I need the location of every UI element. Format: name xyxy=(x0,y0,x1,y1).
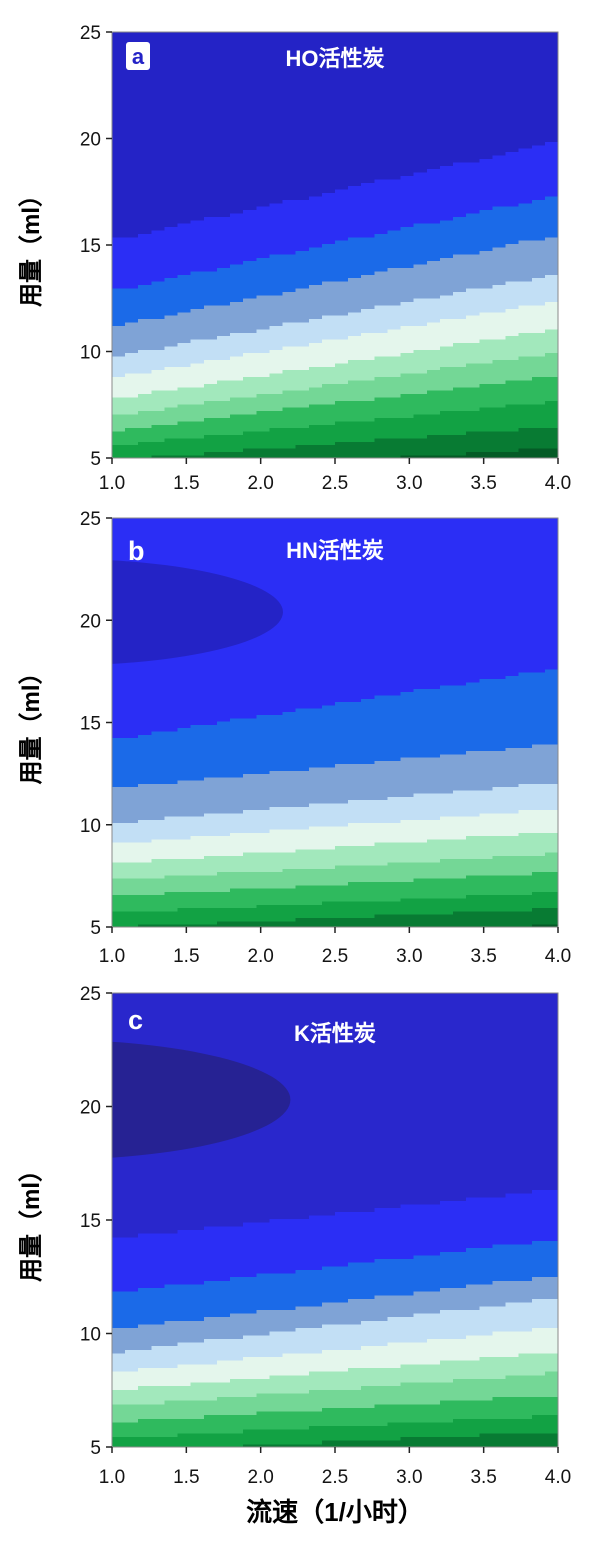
contour-bands xyxy=(112,993,558,1447)
contour-band-level-5 xyxy=(112,298,558,398)
contour-bands xyxy=(112,32,558,458)
x-tick-label: 4.0 xyxy=(545,946,571,967)
contour-band-level-6 xyxy=(112,1353,558,1405)
y-tick-label: 25 xyxy=(80,509,101,530)
contour-band-level-1 xyxy=(112,141,558,289)
contour-band-level-3 xyxy=(112,1273,558,1354)
contour-band-level-2 xyxy=(112,1237,558,1329)
x-tick-label: 3.0 xyxy=(396,1467,422,1488)
x-tick-label: 1.5 xyxy=(173,473,199,494)
contour-band-level-7 xyxy=(112,1371,558,1423)
y-tick-label: 15 xyxy=(80,236,101,257)
y-tick-label: 20 xyxy=(80,130,101,151)
y-tick-label: 25 xyxy=(80,985,101,1005)
contour-band-level-2 xyxy=(112,741,558,824)
y-tick-label: 15 xyxy=(80,714,101,735)
contour-band-level-1 xyxy=(112,666,558,788)
panel-letter-badge xyxy=(126,42,150,70)
contour-band-level-7 xyxy=(112,872,558,912)
panel-c-chart: 1.0 1.5 2.0 2.5 3.0 3.5 4.0 25 20 15 10 5 K活性炭 c 用量（ml… xyxy=(18,985,571,1488)
contour-band-level-1 xyxy=(112,1190,558,1292)
x-tick-label: 2.0 xyxy=(247,1467,273,1488)
contour-band-level-8 xyxy=(112,373,558,446)
panel-b-chart: 1.0 1.5 2.0 2.5 3.0 3.5 4.0 25 20 15 10 5 HN活性炭 b 用量（m… xyxy=(18,509,571,967)
x-tick-label: 1.5 xyxy=(173,946,199,967)
contour-band-level-3 xyxy=(112,233,558,357)
contour-band-level-9 xyxy=(112,1415,558,1447)
contour-band-level-11 xyxy=(400,448,558,458)
contour-band-level-5 xyxy=(112,829,558,879)
x-tick-label: 1.0 xyxy=(99,1467,125,1488)
contour-band-level-10 xyxy=(243,1429,558,1447)
panel-title: K活性炭 xyxy=(294,1021,376,1046)
contour-band-level-7 xyxy=(112,349,558,432)
x-tick-label: 3.5 xyxy=(470,1467,496,1488)
contour-band-level-6 xyxy=(112,852,558,896)
contour-band-level-10 xyxy=(531,924,558,927)
contour-band-level-8 xyxy=(112,891,558,927)
contour-band-level-4 xyxy=(112,806,558,863)
x-tick-label: 3.5 xyxy=(470,473,496,494)
contour-band-level-4 xyxy=(112,1295,558,1372)
y-tick-label: 10 xyxy=(80,1325,101,1346)
y-axis-title: 用量（ml） xyxy=(18,183,45,307)
x-tick-label: 4.0 xyxy=(545,473,571,494)
contour-bands xyxy=(112,518,558,927)
x-tick-label: 3.0 xyxy=(396,473,422,494)
panel-title: HN活性炭 xyxy=(286,538,384,563)
x-tick-label: 2.0 xyxy=(247,946,273,967)
y-tick-label: 10 xyxy=(80,343,101,364)
y-tick-label: 5 xyxy=(90,1438,101,1459)
x-tick-label: 1.0 xyxy=(99,473,125,494)
contour-band-level-10 xyxy=(151,424,558,458)
x-tick-label: 1.5 xyxy=(173,1467,199,1488)
y-tick-label: 20 xyxy=(80,1098,101,1119)
contour-band-level-3 xyxy=(112,780,558,843)
contour-band-level-2 xyxy=(112,193,558,326)
x-tick-label: 3.5 xyxy=(470,946,496,967)
high-level-ellipse-region xyxy=(112,1041,291,1158)
y-tick-label: 25 xyxy=(80,23,101,44)
contour-band-level-9 xyxy=(138,908,558,927)
y-tick-label: 5 xyxy=(90,918,101,939)
y-tick-label: 10 xyxy=(80,816,101,837)
panel-letter: c xyxy=(128,1005,143,1035)
y-axis-title: 用量（ml） xyxy=(18,660,45,784)
x-axis-title: 流速（1/小时） xyxy=(246,1497,424,1527)
contour-band-level-4 xyxy=(112,271,558,378)
contour-band-level-6 xyxy=(112,329,558,415)
x-tick-label: 2.5 xyxy=(322,946,348,967)
x-tick-label: 2.5 xyxy=(322,1467,348,1488)
contour-band-level-0 xyxy=(112,32,558,238)
x-tick-label: 2.0 xyxy=(247,473,273,494)
x-tick-label: 4.0 xyxy=(545,1467,571,1488)
panel-letter: b xyxy=(128,536,145,566)
contour-band-level-0 xyxy=(112,518,558,738)
panel-a-chart: 1.0 1.5 2.0 2.5 3.0 3.5 4.0 25 20 15 10 5 HO活性炭 a 用量（m… xyxy=(18,23,571,494)
panel-title: HO活性炭 xyxy=(285,46,384,71)
x-tick-label: 1.0 xyxy=(99,946,125,967)
high-level-ellipse-region xyxy=(112,560,283,664)
y-tick-label: 15 xyxy=(80,1211,101,1232)
x-tick-label: 2.5 xyxy=(322,473,348,494)
panel-letter: a xyxy=(132,44,145,69)
contour-band-level-8 xyxy=(112,1393,558,1437)
y-tick-label: 5 xyxy=(90,449,101,470)
contour-band-level-0 xyxy=(112,993,558,1238)
x-tick-label: 3.0 xyxy=(396,946,422,967)
contour-band-level-9 xyxy=(112,400,558,458)
contour-band-level-5 xyxy=(112,1328,558,1390)
y-tick-label: 20 xyxy=(80,611,101,632)
y-axis-title: 用量（ml） xyxy=(18,1158,45,1282)
